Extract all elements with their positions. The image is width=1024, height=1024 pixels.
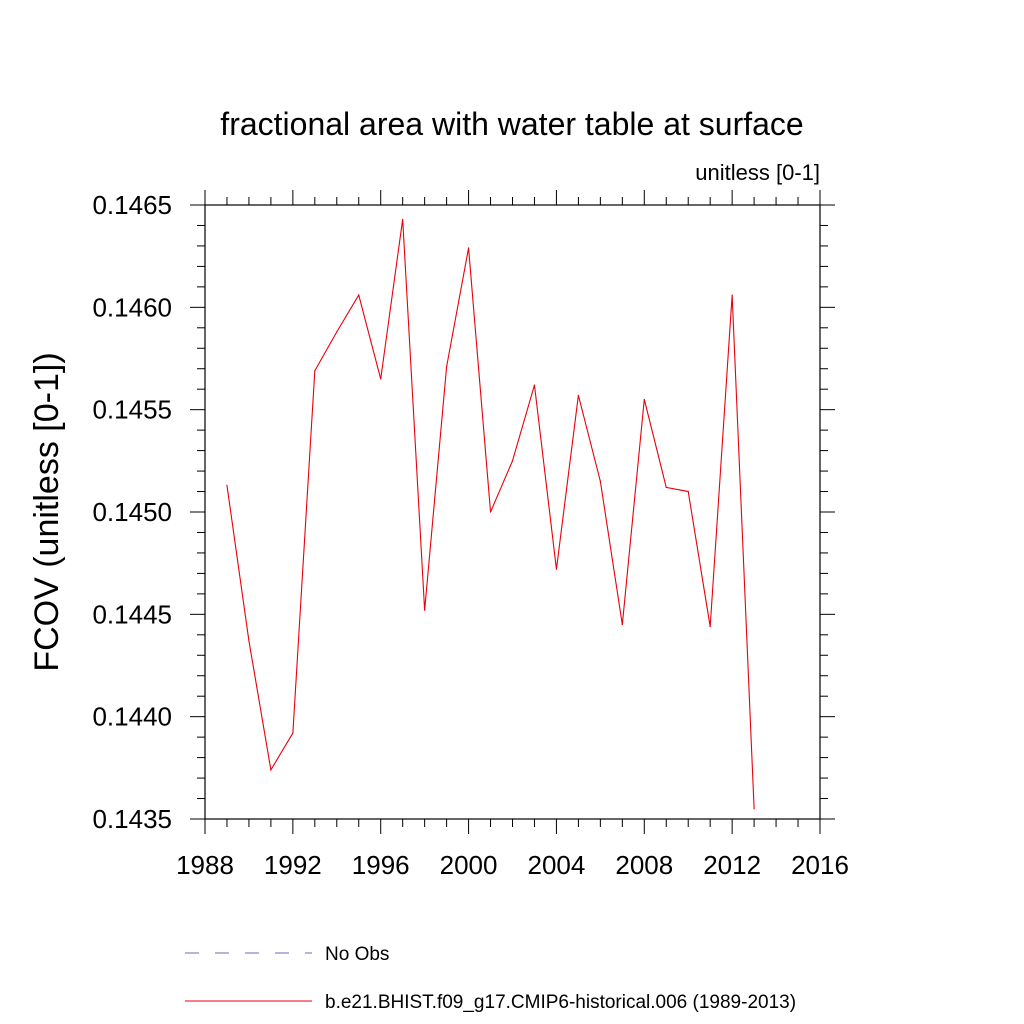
data-point — [424, 609, 426, 611]
x-tick-label: 1992 — [264, 850, 322, 880]
data-point — [467, 247, 470, 249]
data-point — [336, 331, 338, 333]
data-point — [687, 490, 689, 493]
x-tick-label: 1988 — [176, 850, 234, 880]
y-tick-label: 0.1460 — [92, 292, 172, 322]
data-point — [446, 366, 448, 368]
y-tick-label: 0.1445 — [92, 599, 172, 629]
data-point — [226, 484, 228, 486]
data-point — [577, 394, 579, 396]
data-point — [489, 511, 492, 513]
axis-ticks: 1988 1992 1996 2000 2004 2008 2012 2016 0.1435 0.… — [92, 190, 849, 880]
data-point — [314, 370, 316, 372]
data-point — [270, 769, 272, 771]
data-point — [753, 808, 755, 810]
x-tick-label: 2004 — [528, 850, 586, 880]
chart-subtitle: unitless [0-1] — [695, 160, 820, 185]
data-point — [358, 294, 360, 296]
x-tick-label: 2016 — [791, 850, 849, 880]
data-point — [511, 460, 514, 462]
legend-model-label: b.e21.BHIST.f09_g17.CMIP6-historical.006… — [325, 992, 796, 1013]
data-point — [533, 384, 536, 386]
legend-no-obs-label: No Obs — [325, 944, 389, 965]
y-tick-label: 0.1440 — [92, 702, 172, 732]
series-layer — [226, 218, 755, 810]
legend: No Obs b.e21.BHIST.f09_g17.CMIP6-histori… — [185, 944, 796, 1013]
plot-frame — [204, 204, 821, 820]
data-point — [731, 294, 733, 296]
data-point — [599, 480, 601, 482]
data-point — [380, 378, 382, 380]
y-tick-label: 0.1455 — [92, 395, 172, 425]
series-line-0 — [226, 219, 755, 809]
y-tick-label: 0.1450 — [92, 497, 172, 527]
data-point — [402, 218, 404, 220]
data-point — [709, 626, 711, 628]
x-tick-label: 2008 — [615, 850, 673, 880]
data-point — [292, 732, 294, 734]
y-tick-label: 0.1465 — [92, 190, 172, 220]
x-tick-label: 2012 — [703, 850, 761, 880]
x-tick-label: 2000 — [440, 850, 498, 880]
data-point — [621, 623, 623, 626]
y-axis-label: FCOV (unitless [0-1]) — [28, 352, 66, 671]
data-point — [555, 568, 558, 570]
chart-title: fractional area with water table at surf… — [220, 106, 803, 142]
data-point — [665, 486, 667, 489]
x-tick-label: 1996 — [352, 850, 410, 880]
data-point — [248, 640, 250, 642]
data-point — [643, 398, 645, 401]
y-tick-label: 0.1435 — [92, 804, 172, 834]
